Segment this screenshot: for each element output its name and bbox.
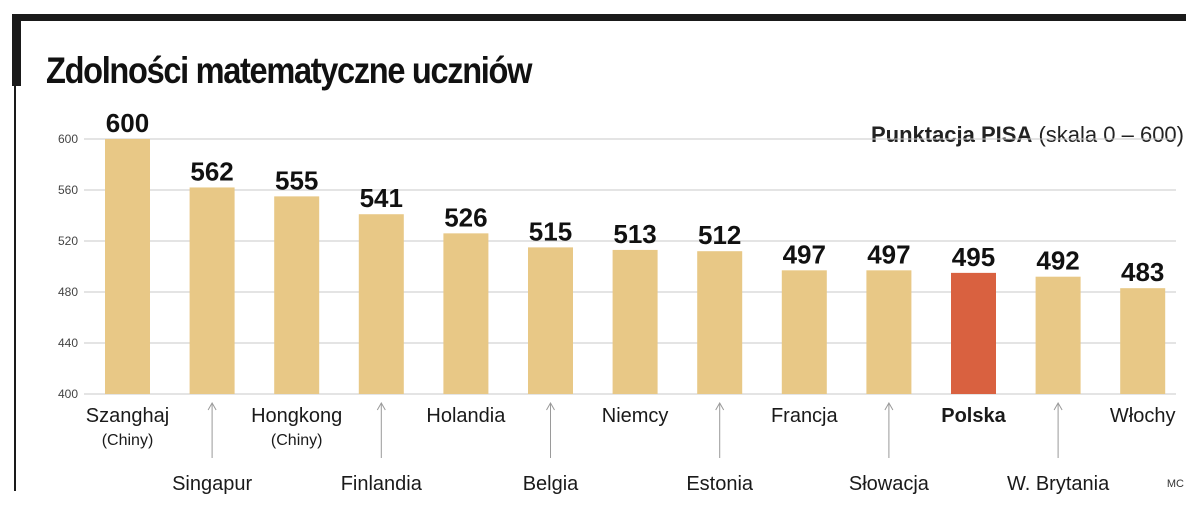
data-label: 495 bbox=[952, 242, 995, 272]
bar bbox=[105, 139, 150, 394]
x-tick-label: Włochy bbox=[1110, 405, 1176, 427]
pisa-caption-scale: (skala 0 – 600) bbox=[1038, 122, 1184, 147]
x-tick-label: (Chiny) bbox=[102, 432, 154, 449]
bar bbox=[274, 196, 320, 394]
leader-arrow bbox=[1053, 401, 1063, 411]
bar bbox=[1035, 276, 1081, 394]
bar bbox=[781, 270, 827, 394]
y-tick-label: 400 bbox=[58, 387, 78, 401]
data-label: 497 bbox=[867, 239, 910, 269]
data-label: 515 bbox=[529, 216, 572, 246]
x-tick-label: (Chiny) bbox=[271, 432, 323, 449]
pisa-caption: Punktacja PISA (skala 0 – 600) bbox=[871, 122, 1184, 148]
frame-top-bar bbox=[12, 14, 1186, 21]
bar bbox=[189, 187, 235, 394]
y-tick-label: 480 bbox=[58, 285, 78, 299]
x-tick-label: Niemcy bbox=[602, 405, 669, 427]
x-tick-label: Finlandia bbox=[341, 473, 423, 495]
y-tick-label: 600 bbox=[58, 132, 78, 146]
frame-left-bar bbox=[12, 14, 21, 86]
bar bbox=[866, 270, 912, 394]
data-label: 541 bbox=[360, 183, 403, 213]
data-label: 555 bbox=[275, 165, 318, 195]
pisa-caption-bold: Punktacja PISA bbox=[870, 122, 1033, 147]
chart-title: Zdolności matematyczne uczniów bbox=[46, 50, 532, 91]
bar bbox=[612, 249, 658, 394]
author-credit: MC bbox=[1166, 478, 1184, 490]
data-label: 526 bbox=[444, 202, 487, 232]
x-tick-label: Belgia bbox=[523, 473, 579, 495]
data-label: 600 bbox=[106, 108, 149, 138]
x-tick-label: Francja bbox=[771, 405, 839, 427]
y-tick-label: 560 bbox=[58, 183, 78, 197]
frame-left-line bbox=[14, 86, 16, 491]
y-tick-label: 440 bbox=[58, 336, 78, 350]
x-tick-label: Polska bbox=[941, 405, 1006, 427]
data-label: 512 bbox=[698, 220, 741, 250]
leader-arrow bbox=[207, 401, 217, 411]
x-tick-label: Słowacja bbox=[849, 473, 930, 495]
bar bbox=[358, 214, 404, 394]
data-label: 497 bbox=[783, 239, 826, 269]
bar bbox=[697, 251, 743, 394]
leader-arrow bbox=[546, 401, 555, 411]
x-tick-label: Holandia bbox=[426, 405, 506, 427]
leader-arrow bbox=[376, 401, 386, 411]
data-label: 492 bbox=[1036, 246, 1079, 276]
x-tick-label: Singapur bbox=[172, 473, 252, 495]
bar bbox=[443, 233, 489, 394]
x-tick-label: Estonia bbox=[686, 473, 754, 495]
bar bbox=[528, 247, 573, 394]
bar bbox=[951, 272, 996, 394]
bar bbox=[1120, 288, 1166, 394]
leader-arrow bbox=[884, 401, 894, 411]
y-tick-label: 520 bbox=[58, 234, 78, 248]
data-label: 562 bbox=[190, 156, 233, 186]
x-tick-label: W. Brytania bbox=[1007, 473, 1110, 495]
x-tick-label: Szanghaj bbox=[86, 405, 169, 427]
leader-arrow bbox=[715, 401, 725, 411]
data-label: 483 bbox=[1121, 257, 1164, 287]
x-tick-label: Hongkong bbox=[251, 405, 342, 427]
data-label: 513 bbox=[613, 219, 656, 249]
